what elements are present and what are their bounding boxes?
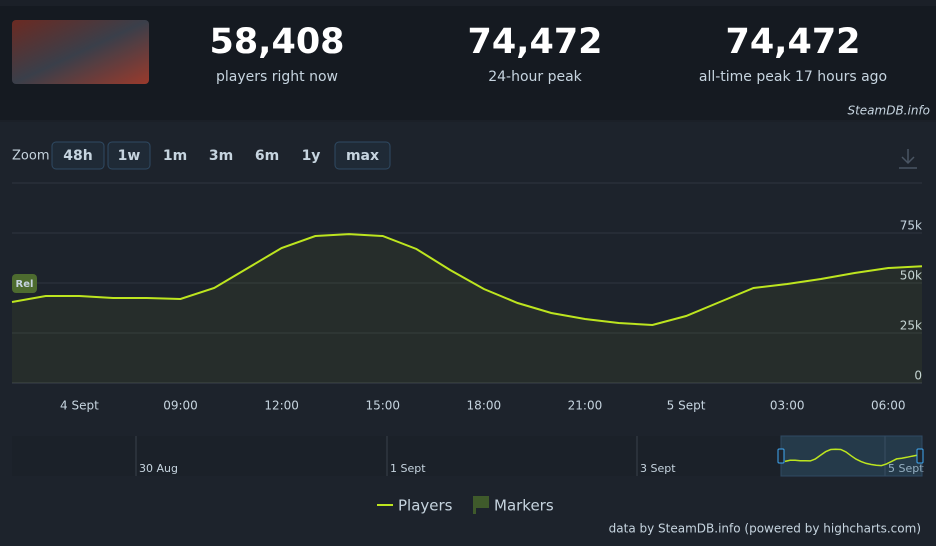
series-area <box>12 234 922 383</box>
navigator[interactable] <box>12 436 922 476</box>
stat-label: players right now <box>216 69 338 85</box>
navigator-line <box>784 448 923 467</box>
x-tick-label: 21:00 <box>568 399 603 413</box>
zoom-button-label[interactable]: 48h <box>63 148 92 164</box>
y-tick-label: 75k <box>900 219 922 233</box>
x-tick-label: 12:00 <box>264 399 299 413</box>
stat-value: 58,408 <box>209 22 344 62</box>
credits[interactable]: data by SteamDB.info (powered by highcha… <box>609 522 921 536</box>
x-tick-label: 5 Sept <box>667 399 706 413</box>
zoom-button[interactable] <box>107 141 151 170</box>
navigator-label: 3 Sept <box>640 462 676 475</box>
zoom-button-label[interactable]: 3m <box>209 148 233 164</box>
zoom-button[interactable] <box>51 141 105 170</box>
zoom-button-label[interactable]: 1y <box>302 148 321 164</box>
series-line[interactable] <box>11 233 923 327</box>
navigator-handle[interactable] <box>777 448 785 464</box>
x-tick-label: 4 Sept <box>60 399 99 413</box>
navigator-label: 30 Aug <box>139 462 178 475</box>
watermark: SteamDB.info <box>847 104 930 118</box>
y-tick-label: 25k <box>900 319 922 333</box>
y-tick-label: 0 <box>914 369 922 383</box>
legend-label[interactable]: Markers <box>494 497 554 515</box>
zoom-button-label[interactable]: 1m <box>163 148 187 164</box>
legend-label[interactable]: Players <box>398 497 453 515</box>
zoom-button-label[interactable]: 6m <box>255 148 279 164</box>
header-card <box>0 6 936 100</box>
watermark-strip <box>0 100 936 120</box>
zoom-button-label[interactable]: max <box>346 148 379 164</box>
zoom-button-label[interactable]: 1w <box>118 148 141 164</box>
x-tick-label: 06:00 <box>871 399 906 413</box>
navigator-label: 5 Sept <box>888 462 924 475</box>
download-icon[interactable] <box>899 149 917 169</box>
game-thumbnail[interactable] <box>12 20 149 84</box>
x-tick-label: 09:00 <box>163 399 198 413</box>
navigator-label: 1 Sept <box>390 462 426 475</box>
stat-label: all-time peak 17 hours ago <box>699 69 887 85</box>
navigator-handle[interactable] <box>916 448 924 464</box>
x-tick-label: 18:00 <box>467 399 502 413</box>
zoom-button[interactable] <box>334 141 391 170</box>
stat-label: 24-hour peak <box>488 69 582 85</box>
legend-marker-icon <box>473 496 489 514</box>
y-tick-label: 50k <box>900 269 922 283</box>
stat-value: 74,472 <box>467 22 602 62</box>
stat-value: 74,472 <box>725 22 860 62</box>
x-tick-label: 15:00 <box>365 399 400 413</box>
badge[interactable] <box>12 274 37 293</box>
x-tick-label: 03:00 <box>770 399 805 413</box>
badge-label: Rel <box>16 279 34 290</box>
zoom-label: Zoom <box>12 149 49 164</box>
